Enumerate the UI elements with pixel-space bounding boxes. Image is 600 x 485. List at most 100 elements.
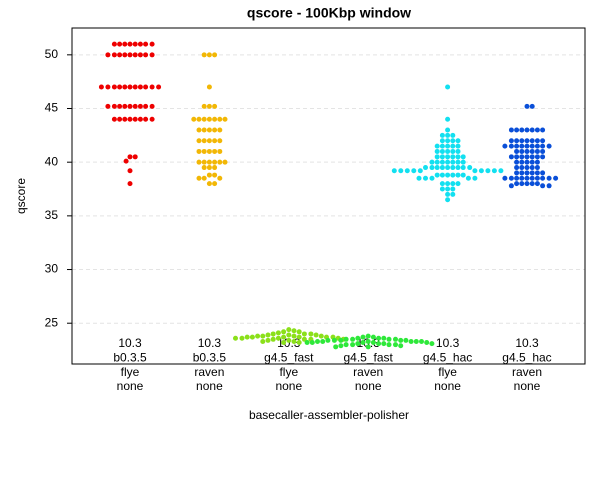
point: [546, 143, 552, 149]
point: [465, 175, 471, 181]
point: [149, 41, 155, 47]
point: [212, 159, 218, 165]
point: [450, 186, 456, 192]
category-label: g4.5_hac: [423, 350, 472, 364]
point: [429, 165, 435, 171]
point: [529, 159, 535, 165]
point: [498, 168, 504, 174]
category-label: none: [355, 379, 382, 393]
point: [508, 154, 514, 160]
point: [445, 197, 451, 203]
point: [534, 170, 540, 176]
point: [196, 127, 202, 133]
point: [249, 334, 255, 340]
point: [529, 154, 535, 160]
point: [265, 337, 271, 343]
category-label: none: [275, 379, 302, 393]
point: [350, 336, 356, 342]
category-label: 10.3: [515, 336, 539, 350]
point: [514, 148, 520, 154]
point: [143, 52, 149, 58]
point: [286, 337, 292, 343]
y-tick-label: 25: [45, 315, 59, 329]
point: [439, 132, 445, 138]
point: [127, 168, 133, 174]
point: [403, 337, 409, 343]
point: [434, 159, 440, 165]
point: [132, 103, 138, 109]
point: [313, 332, 319, 338]
point: [524, 170, 530, 176]
point: [460, 172, 466, 178]
point: [381, 335, 387, 341]
point: [206, 127, 212, 133]
point: [308, 331, 314, 337]
point: [370, 340, 376, 346]
point: [122, 84, 128, 90]
point: [445, 143, 451, 149]
point: [275, 330, 281, 336]
point: [534, 165, 540, 171]
point: [255, 333, 261, 339]
point: [524, 175, 530, 181]
point: [132, 52, 138, 58]
category-label: flye: [438, 365, 457, 379]
point: [360, 340, 366, 346]
point: [265, 332, 271, 338]
y-tick-label: 50: [45, 47, 59, 61]
point: [411, 168, 417, 174]
point: [534, 175, 540, 181]
point: [212, 52, 218, 58]
point: [355, 335, 361, 341]
category-label: raven: [194, 365, 224, 379]
point: [212, 127, 218, 133]
point: [222, 159, 228, 165]
point: [105, 84, 111, 90]
point: [478, 168, 484, 174]
point: [132, 84, 138, 90]
point: [111, 41, 117, 47]
point: [455, 148, 461, 154]
point: [206, 159, 212, 165]
point: [540, 154, 546, 160]
point: [439, 148, 445, 154]
point: [450, 138, 456, 144]
plot-frame: [71, 27, 586, 365]
point: [191, 116, 197, 122]
point: [201, 127, 207, 133]
point: [217, 138, 223, 144]
point: [455, 172, 461, 178]
point: [333, 344, 339, 350]
point: [529, 103, 535, 109]
point: [460, 165, 466, 171]
point: [196, 159, 202, 165]
point: [546, 183, 552, 189]
point: [343, 336, 349, 342]
point: [206, 138, 212, 144]
point: [534, 127, 540, 133]
point: [434, 165, 440, 171]
point: [450, 154, 456, 160]
point: [217, 159, 223, 165]
point: [386, 342, 392, 348]
category-label: flye: [279, 365, 298, 379]
point: [508, 127, 514, 133]
point: [212, 116, 218, 122]
category-label: b0.3.5: [113, 350, 147, 364]
category-label: g4.5_hac: [502, 350, 551, 364]
point: [529, 127, 535, 133]
point: [105, 103, 111, 109]
point: [508, 175, 514, 181]
point: [393, 342, 398, 348]
point: [122, 116, 128, 122]
point: [450, 172, 456, 178]
point: [450, 148, 456, 154]
point: [132, 41, 138, 47]
point: [149, 52, 155, 58]
point: [137, 52, 143, 58]
point: [472, 175, 478, 181]
point: [445, 138, 451, 144]
point: [217, 175, 223, 181]
point: [540, 175, 546, 181]
